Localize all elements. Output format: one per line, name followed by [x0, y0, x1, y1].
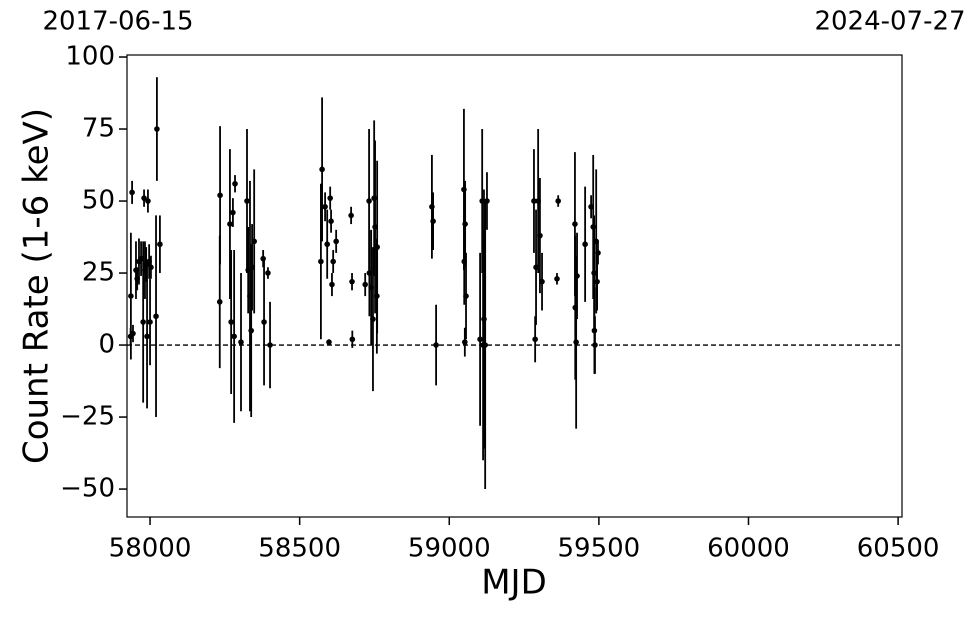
x-axis-label: MJD: [481, 563, 547, 603]
data-point: [554, 275, 560, 282]
data-point: [319, 166, 325, 173]
data-point: [244, 198, 250, 204]
data-point: [231, 333, 237, 340]
data-point: [318, 258, 324, 265]
data-point: [349, 278, 355, 285]
data-point: [147, 319, 153, 325]
data-point: [144, 333, 150, 340]
data-point: [130, 330, 136, 337]
y-tick-label: 25: [82, 258, 115, 288]
data-point: [374, 293, 380, 299]
data-point: [333, 238, 339, 245]
data-point: [327, 195, 333, 201]
date-start: 2017-06-15: [42, 7, 193, 37]
date-end: 2024-07-27: [814, 7, 965, 37]
data-point: [462, 339, 468, 345]
data-point: [330, 258, 336, 265]
data-point: [128, 293, 134, 299]
y-tick-label: 0: [98, 330, 115, 360]
y-tick-label: 75: [82, 114, 115, 144]
data-point: [154, 126, 160, 132]
y-tick-label: −50: [60, 474, 115, 504]
y-tick-label: 100: [65, 42, 115, 72]
data-point: [537, 232, 543, 239]
y-tick-label: −25: [60, 402, 115, 432]
data-point: [462, 221, 468, 227]
data-point: [484, 198, 490, 204]
data-point: [157, 241, 163, 248]
data-point: [238, 339, 244, 345]
data-point: [265, 270, 271, 276]
data-point: [463, 293, 469, 299]
data-point: [140, 319, 146, 325]
data-point: [230, 209, 236, 216]
data-point: [348, 212, 354, 219]
data-point: [227, 221, 233, 227]
data-point: [531, 198, 537, 204]
x-tick-label: 59000: [408, 534, 491, 564]
y-axis-label: Count Rate (1-6 keV): [17, 108, 57, 464]
data-point: [573, 339, 579, 345]
plot-frame: [126, 54, 903, 518]
x-tick-label: 60500: [857, 534, 940, 564]
data-point: [430, 218, 436, 224]
data-point: [349, 336, 356, 343]
data-point: [433, 342, 439, 348]
data-point: [153, 313, 159, 320]
data-point: [232, 180, 238, 187]
data-point: [145, 198, 151, 204]
data-point: [572, 221, 578, 227]
data-point: [141, 195, 147, 201]
data-point: [592, 342, 598, 348]
data-point: [582, 241, 588, 248]
data-point: [595, 250, 601, 256]
data-point: [539, 278, 545, 285]
data-point: [482, 342, 488, 348]
x-tick-label: 60000: [707, 534, 790, 564]
data-point: [216, 299, 223, 305]
x-tick-label: 58000: [109, 534, 192, 564]
x-tick-label: 59500: [558, 534, 641, 564]
y-tick-label: 50: [82, 186, 115, 216]
data-point: [322, 203, 328, 210]
data-point: [366, 198, 372, 204]
data-point: [217, 192, 223, 199]
data-point: [362, 281, 368, 288]
data-point: [248, 327, 254, 334]
data-point: [532, 336, 538, 343]
data-point: [574, 273, 580, 279]
data-point: [251, 238, 257, 245]
data-point: [370, 316, 376, 322]
data-point: [267, 342, 273, 348]
data-point: [148, 264, 154, 271]
data-point: [594, 278, 600, 285]
data-point: [228, 319, 234, 325]
data-point: [326, 339, 332, 345]
data-point: [329, 281, 335, 288]
data-point: [328, 218, 334, 224]
data-point: [477, 336, 483, 343]
x-tick-label: 58500: [258, 534, 341, 564]
data-point: [555, 198, 561, 204]
data-point: [324, 241, 330, 248]
data-point: [129, 189, 135, 196]
data-point: [261, 319, 267, 325]
